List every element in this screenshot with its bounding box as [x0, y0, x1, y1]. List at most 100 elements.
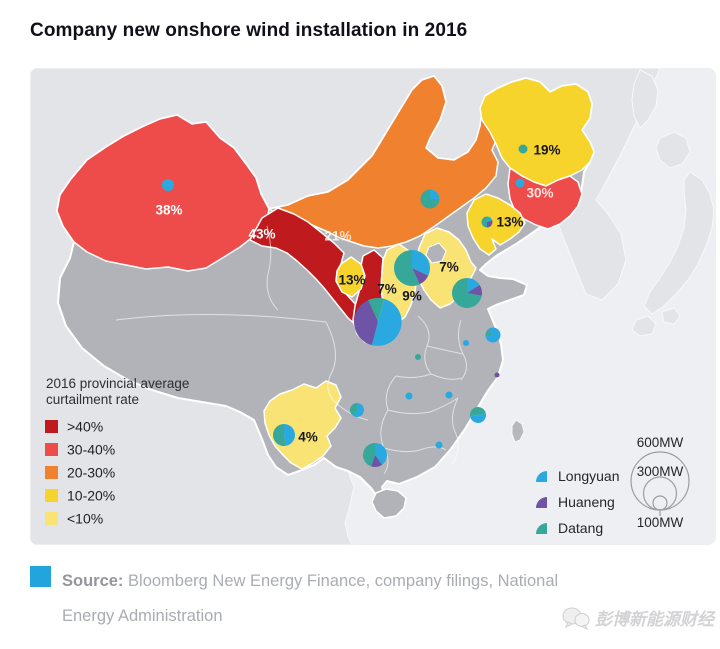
company-label-huaneng: Huaneng	[558, 494, 615, 510]
pie-slice-longyuan	[463, 340, 469, 346]
pie-anhui	[463, 340, 469, 346]
legend-swatch-0	[45, 420, 58, 433]
curtailment-label-hebei: 9%	[402, 289, 422, 304]
pie-slice-longyuan	[445, 391, 453, 399]
pie-slice-longyuan	[470, 413, 486, 423]
size-label-300mw: 300MW	[637, 464, 684, 479]
pie-slice-datang	[394, 250, 420, 286]
pie-slice-longyuan	[375, 443, 387, 465]
source-text: Source: Bloomberg New Energy Finance, co…	[62, 564, 662, 634]
company-wedge-huaneng	[536, 497, 547, 508]
pie-fujian	[470, 407, 486, 423]
watermark-text: 彭博新能源财经	[595, 610, 714, 629]
pie-slice-datang	[350, 403, 357, 416]
pie-slice-datang	[415, 354, 421, 360]
curtailment-label-tianjin: 7%	[439, 260, 459, 275]
kyushu-island	[631, 315, 657, 337]
pie-slice-longyuan	[162, 179, 174, 191]
pie-slice-datang	[470, 407, 486, 417]
pie-slice-datang	[368, 298, 385, 322]
pie-slice-datang	[518, 144, 528, 154]
company-label-datang: Datang	[558, 520, 603, 536]
pie-shandong	[451, 278, 482, 308]
pie-inner-mongolia	[420, 189, 440, 209]
pie-shanghai	[494, 372, 500, 378]
pie-slice-datang	[363, 443, 375, 467]
province-liaoning	[466, 193, 526, 256]
legend-label-0: >40%	[67, 419, 103, 435]
taiwan-island	[511, 419, 525, 443]
curtailment-label-jilin: 30%	[526, 186, 553, 201]
page-title: Company new onshore wind installation in…	[30, 20, 468, 41]
pie-slice-huaneng	[412, 268, 429, 285]
curtailment-label-shanxi: 7%	[377, 282, 397, 297]
watermark: 彭博新能源财经	[562, 605, 714, 630]
curtailment-labels: 38%43% 21%13%7% 9%7%19%30%13%4%	[155, 143, 560, 445]
pie-guangxi	[363, 443, 387, 467]
pie-slice-huaneng	[371, 455, 383, 467]
size-label-600mw: 600MW	[637, 435, 684, 450]
pie-slice-datang	[420, 189, 440, 209]
sakhalin-island	[631, 69, 659, 129]
size-label-100mw: 100MW	[637, 515, 684, 530]
pie-zhejiang	[445, 391, 453, 399]
pie-slice-longyuan	[435, 441, 443, 449]
curtailment-label-inner-mongolia: 21%	[324, 229, 351, 244]
pie-shanxi	[354, 298, 402, 346]
pie-jilin	[515, 178, 525, 188]
pie-slice-longyuan	[487, 216, 493, 222]
company-wedge-longyuan	[536, 471, 547, 482]
pie-slice-huaneng	[487, 220, 493, 228]
pie-guizhou	[350, 403, 365, 417]
pie-slice-huaneng	[494, 372, 500, 378]
province-yunnan	[263, 380, 342, 470]
size-legend: 600MW 300MW 100MW	[630, 435, 690, 530]
pie-hebei	[394, 250, 431, 286]
pie-slice-huaneng	[354, 300, 378, 346]
company-pie-bubbles	[162, 144, 528, 467]
pie-slice-longyuan	[352, 403, 365, 417]
legend-label-1: 30-40%	[67, 442, 115, 458]
honshu-island	[643, 171, 715, 315]
province-heilongjiang	[479, 77, 595, 187]
pie-yunnan	[272, 423, 295, 446]
shikoku-island	[661, 307, 681, 325]
pie-jiangxi	[435, 441, 443, 449]
curtailment-label-liaoning: 13%	[496, 215, 523, 230]
legend-swatch-3	[45, 489, 58, 502]
source-swatch	[30, 566, 51, 587]
pie-slice-longyuan	[371, 298, 402, 346]
source-line2: Energy Administration	[62, 607, 223, 625]
pie-hubei	[405, 392, 413, 400]
company-label-longyuan: Longyuan	[558, 468, 620, 484]
pie-slice-datang	[272, 423, 286, 446]
pie-slice-longyuan	[412, 250, 431, 276]
pie-slice-longyuan	[485, 327, 501, 343]
pie-henan	[415, 354, 421, 360]
legend-label-4: <10%	[67, 511, 103, 527]
curtailment-legend-title-line1: 2016 provincial average	[46, 376, 189, 391]
legend-swatch-2	[45, 466, 58, 479]
legend-swatch-1	[45, 443, 58, 456]
pie-heilongjiang	[518, 144, 528, 154]
curtailment-label-yunnan: 4%	[298, 430, 318, 445]
legend-swatch-4	[45, 512, 58, 525]
pie-slice-datang	[481, 216, 487, 228]
province-ningxia	[335, 256, 366, 298]
curtailment-label-gansu: 43%	[248, 227, 275, 242]
china-map: 38%43% 21%13%7% 9%7%19%30%13%4% 2016 provi…	[30, 68, 716, 545]
pie-slice-datang	[485, 329, 493, 337]
source-line1: Bloomberg New Energy Finance, company fi…	[128, 572, 559, 590]
province-borders	[115, 225, 467, 475]
wechat-icon	[562, 607, 590, 630]
company-wedge-datang	[536, 523, 547, 534]
hokkaido-island	[655, 131, 691, 169]
pie-xinjiang	[162, 179, 174, 191]
curtailment-label-ningxia: 13%	[338, 273, 365, 288]
pie-jiangsu	[485, 327, 501, 343]
pie-liaoning	[481, 216, 493, 228]
province-xinjiang	[56, 114, 270, 272]
pie-slice-longyuan	[284, 424, 295, 446]
